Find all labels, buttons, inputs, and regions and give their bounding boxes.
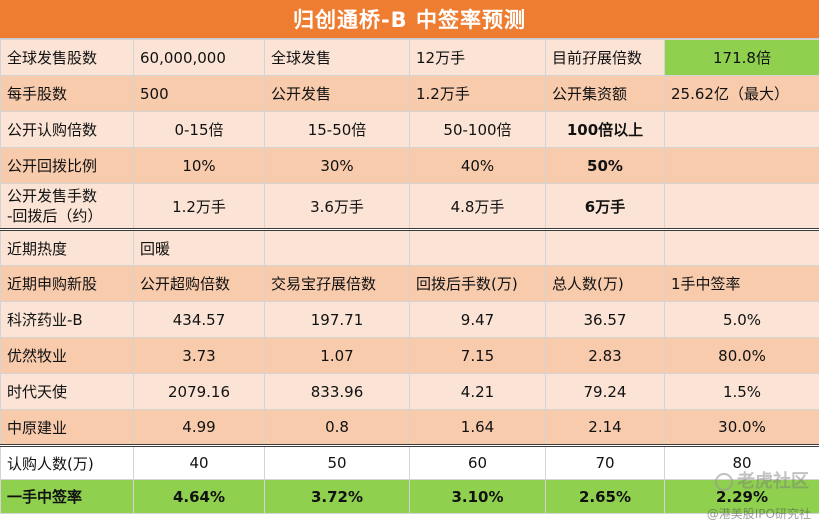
cell-value: 50-100倍: [409, 111, 546, 148]
cell-value: 30%: [264, 147, 410, 184]
cell-label: 一手中签率: [0, 479, 134, 514]
lots-after-clawback-row: 公开发售手数 -回拨后（约） 1.2万手 3.6万手 4.8万手 6万手: [0, 183, 819, 230]
page-title: 归创通桥-B 中签率预测: [0, 0, 819, 39]
cell-value: 3.6万手: [264, 183, 410, 230]
column-header: 总人数(万): [545, 265, 665, 302]
cell-value: 40: [133, 444, 265, 480]
column-header: 公开超购倍数: [133, 265, 265, 302]
cell-value: 197.71: [264, 301, 410, 338]
cell-value: 100倍以上: [545, 111, 665, 148]
column-header: 1手中签率: [664, 265, 819, 302]
cell-value: 70: [545, 444, 665, 480]
cell-value: 1.2万手: [133, 183, 265, 230]
cell-value: 3.72%: [264, 479, 410, 514]
cell-value: 80.0%: [664, 337, 819, 374]
cell-value: 2079.16: [133, 373, 265, 410]
cell-value: 36.57: [545, 301, 665, 338]
cell-value: 25.62亿（最大）: [664, 75, 819, 112]
cell-value: 6万手: [545, 183, 665, 230]
cell-value: 40%: [409, 147, 546, 184]
subscribers-row: 认购人数(万) 40 50 60 70 80: [0, 444, 819, 480]
stock-name: 优然牧业: [0, 337, 134, 374]
label-line-1: 公开发售手数: [7, 187, 98, 205]
cell-label: 目前孖展倍数: [545, 39, 665, 76]
cell-value: 0-15倍: [133, 111, 265, 148]
stock-name: 中原建业: [0, 409, 134, 446]
cell-value: 60: [409, 444, 546, 480]
cell-empty: [264, 228, 410, 266]
cell-label: 全球发售: [264, 39, 410, 76]
cell-value: 1.5%: [664, 373, 819, 410]
table-row: 中原建业 4.99 0.8 1.64 2.14 30.0%: [0, 409, 819, 446]
cell-empty: [409, 228, 546, 266]
table-row: 时代天使 2079.16 833.96 4.21 79.24 1.5%: [0, 373, 819, 410]
cell-value: 2.29%: [664, 479, 819, 514]
column-header: 近期申购新股: [0, 265, 134, 302]
cell-value: 60,000,000: [133, 39, 265, 76]
cell-value: 2.83: [545, 337, 665, 374]
cell-value: 30.0%: [664, 409, 819, 446]
cell-value: 1.07: [264, 337, 410, 374]
cell-value: 2.65%: [545, 479, 665, 514]
recent-heat-row: 近期热度 回暖: [0, 228, 819, 266]
cell-value: 1.2万手: [409, 75, 546, 112]
cell-value: 2.14: [545, 409, 665, 446]
cell-empty: [545, 228, 665, 266]
cell-empty: [664, 228, 819, 266]
cell-value: 50: [264, 444, 410, 480]
cell-empty: [664, 183, 819, 230]
cell-empty: [664, 147, 819, 184]
clawback-ratio-row: 公开回拨比例 10% 30% 40% 50%: [0, 147, 819, 184]
cell-label: 公开发售手数 -回拨后（约）: [0, 183, 134, 230]
cell-label: 公开回拨比例: [0, 147, 134, 184]
cell-label: 每手股数: [0, 75, 134, 112]
cell-value: 4.8万手: [409, 183, 546, 230]
cell-value: 7.15: [409, 337, 546, 374]
cell-value: 12万手: [409, 39, 546, 76]
cell-value: 9.47: [409, 301, 546, 338]
cell-empty: [664, 111, 819, 148]
cell-value: 434.57: [133, 301, 265, 338]
info-row-1: 全球发售股数 60,000,000 全球发售 12万手 目前孖展倍数 171.8…: [0, 39, 819, 76]
table-row: 科济药业-B 434.57 197.71 9.47 36.57 5.0%: [0, 301, 819, 338]
recent-header-row: 近期申购新股 公开超购倍数 交易宝孖展倍数 回拨后手数(万) 总人数(万) 1手…: [0, 265, 819, 302]
allotment-rate-row: 一手中签率 4.64% 3.72% 3.10% 2.65% 2.29%: [0, 479, 819, 514]
margin-multiple-value: 171.8倍: [664, 39, 819, 76]
cell-label: 全球发售股数: [0, 39, 134, 76]
cell-value: 50%: [545, 147, 665, 184]
ipo-table: 全球发售股数 60,000,000 全球发售 12万手 目前孖展倍数 171.8…: [0, 39, 819, 514]
cell-value: 4.21: [409, 373, 546, 410]
oversub-row: 公开认购倍数 0-15倍 15-50倍 50-100倍 100倍以上: [0, 111, 819, 148]
cell-value: 回暖: [133, 228, 265, 266]
stock-name: 科济药业-B: [0, 301, 134, 338]
cell-value: 1.64: [409, 409, 546, 446]
cell-value: 4.64%: [133, 479, 265, 514]
cell-value: 3.10%: [409, 479, 546, 514]
cell-value: 3.73: [133, 337, 265, 374]
cell-label: 公开集资额: [545, 75, 665, 112]
column-header: 交易宝孖展倍数: [264, 265, 410, 302]
label-line-2: -回拨后（约）: [7, 207, 103, 225]
cell-value: 4.99: [133, 409, 265, 446]
column-header: 回拨后手数(万): [409, 265, 546, 302]
cell-value: 80: [664, 444, 819, 480]
stock-name: 时代天使: [0, 373, 134, 410]
cell-value: 5.0%: [664, 301, 819, 338]
info-row-2: 每手股数 500 公开发售 1.2万手 公开集资额 25.62亿（最大）: [0, 75, 819, 112]
cell-label: 认购人数(万): [0, 444, 134, 480]
cell-label: 公开发售: [264, 75, 410, 112]
cell-value: 833.96: [264, 373, 410, 410]
cell-label: 公开认购倍数: [0, 111, 134, 148]
cell-value: 15-50倍: [264, 111, 410, 148]
cell-label: 近期热度: [0, 228, 134, 266]
cell-value: 79.24: [545, 373, 665, 410]
cell-value: 0.8: [264, 409, 410, 446]
cell-value: 500: [133, 75, 265, 112]
table-row: 优然牧业 3.73 1.07 7.15 2.83 80.0%: [0, 337, 819, 374]
cell-value: 10%: [133, 147, 265, 184]
